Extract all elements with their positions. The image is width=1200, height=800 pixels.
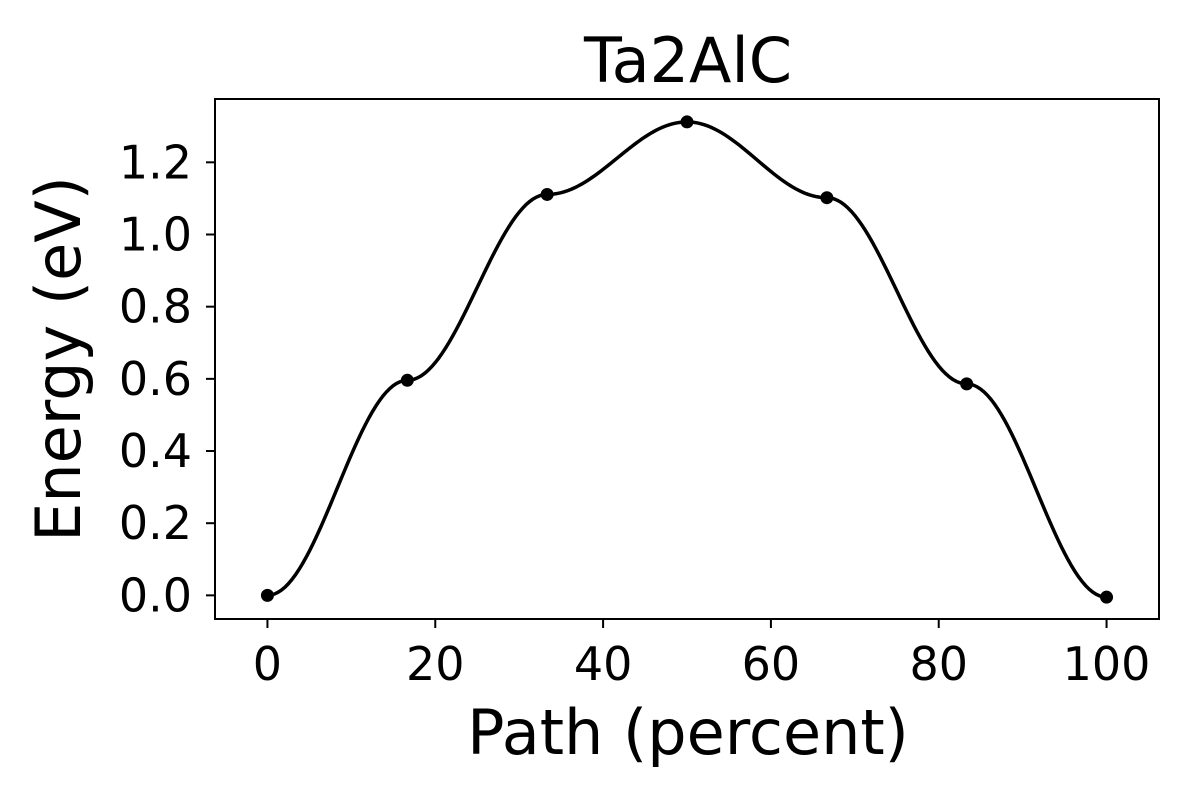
chart-title: Ta2AlC (583, 24, 792, 97)
data-point (680, 115, 694, 129)
plot-frame (214, 98, 1160, 620)
x-tick-label: 40 (574, 637, 633, 691)
y-tick-label: 0.8 (119, 280, 192, 334)
y-axis-title: Energy (eV) (22, 176, 95, 542)
x-axis-title: Path (percent) (467, 696, 909, 769)
x-tick-label: 60 (742, 637, 801, 691)
x-tick-label: 80 (909, 637, 968, 691)
y-tick-label: 0.4 (119, 424, 192, 478)
y-tick-label: 1.2 (119, 135, 192, 189)
data-point (1100, 590, 1114, 604)
x-tick-label: 100 (1063, 637, 1151, 691)
energy-curve-line (267, 120, 1107, 599)
data-point (260, 588, 274, 602)
y-tick-label: 0.0 (119, 568, 192, 622)
x-axis-ticks: 0 20 40 60 80 100 (253, 619, 1151, 691)
y-tick-label: 0.2 (119, 496, 192, 550)
y-tick-label: 0.6 (119, 352, 192, 406)
data-point (400, 373, 414, 387)
data-point (820, 191, 834, 205)
y-axis-ticks: 0.0 0.2 0.4 0.6 0.8 1.0 1.2 (119, 135, 215, 622)
y-tick-label: 1.0 (119, 208, 192, 262)
x-tick-label: 0 (253, 637, 282, 691)
x-tick-label: 20 (406, 637, 465, 691)
data-point (960, 377, 974, 391)
data-point (540, 187, 554, 201)
data-markers (260, 115, 1114, 604)
